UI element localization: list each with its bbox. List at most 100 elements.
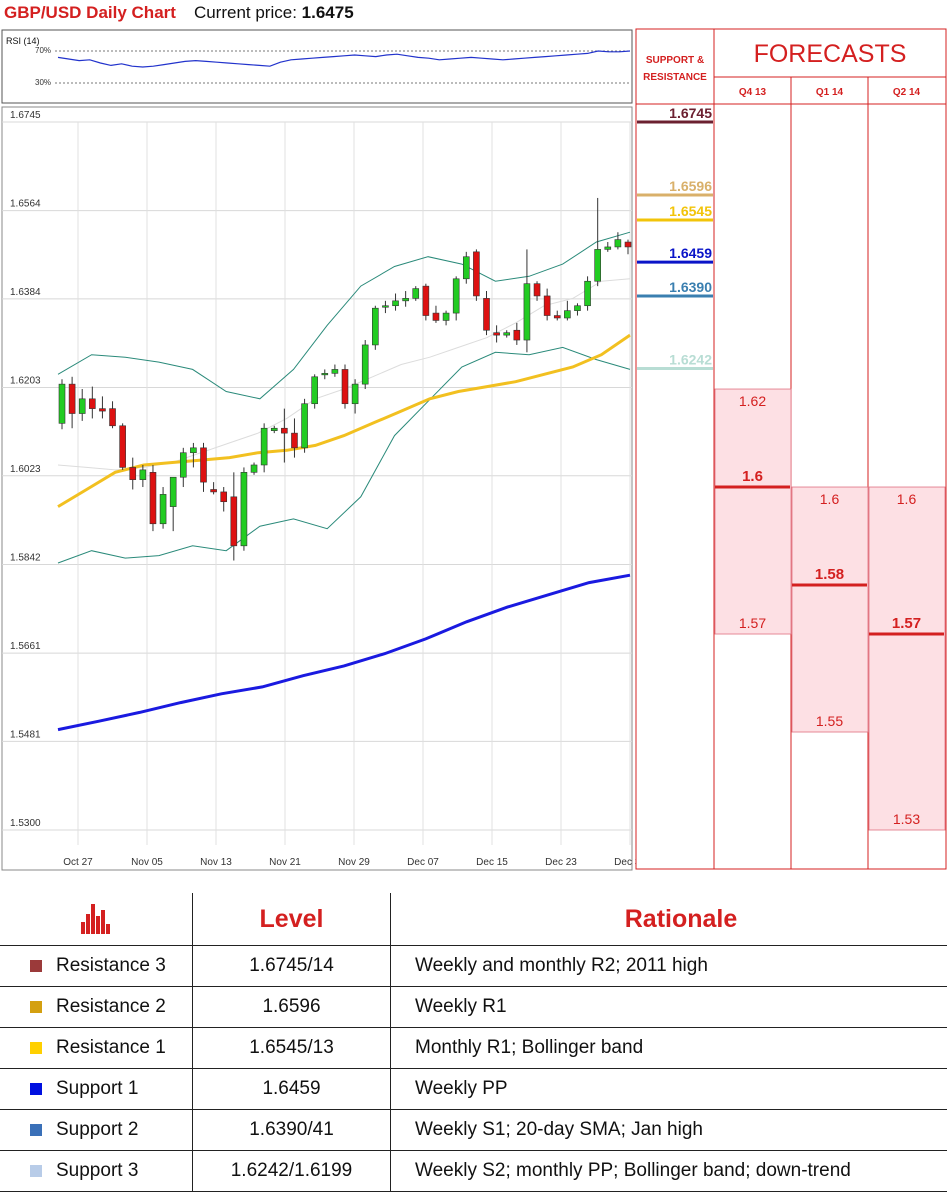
level-name: Resistance 2 xyxy=(56,996,166,1017)
candle xyxy=(341,364,349,409)
candle xyxy=(422,283,430,321)
table-row: Support 1 1.6459 Weekly PP xyxy=(0,1068,947,1110)
candle-body xyxy=(372,307,379,346)
candle xyxy=(311,374,318,409)
sr-level-label: 1.6596 xyxy=(669,178,712,194)
level-rationale: Weekly S1; 20-day SMA; Jan high xyxy=(390,1109,947,1151)
x-tick-label: Nov 13 xyxy=(200,857,232,868)
candle xyxy=(301,398,308,453)
candle xyxy=(109,401,116,429)
candle xyxy=(149,464,157,532)
candle xyxy=(604,242,612,252)
candle xyxy=(382,300,389,314)
forecast-range xyxy=(714,388,792,635)
level-swatch xyxy=(30,1082,42,1095)
support-resistance-panel: SUPPORT & RESISTANCE 1.67451.65961.65451… xyxy=(635,28,715,870)
candle xyxy=(68,376,76,429)
candle-body xyxy=(614,239,622,248)
candle xyxy=(533,281,541,301)
sr-level-label: 1.6745 xyxy=(669,105,712,121)
level-name: Support 2 xyxy=(56,1119,139,1140)
level-swatch xyxy=(30,1123,42,1136)
forecast-high: 1.6 xyxy=(820,491,840,507)
level-value: 1.6745/14 xyxy=(192,945,391,987)
level-value: 1.6459 xyxy=(192,1068,391,1110)
candle-body xyxy=(220,491,228,503)
candle-body xyxy=(473,251,480,297)
header-level: Level xyxy=(192,893,391,946)
candle-body xyxy=(493,332,500,336)
candle-body xyxy=(442,312,450,321)
forecast-quarter: Q2 14 xyxy=(893,87,921,98)
x-axis: Oct 27 Nov 05 Nov 13 Nov 21 Nov 29 Dec 07 Dec … xyxy=(63,857,646,868)
sr-level: 1.6745 xyxy=(637,105,713,124)
sr-level-label: 1.6545 xyxy=(669,203,712,219)
candle-body xyxy=(392,300,399,307)
sma50-line xyxy=(57,333,631,508)
sr-level-label: 1.6459 xyxy=(669,245,712,261)
sr-level: 1.6242 xyxy=(637,351,713,370)
level-value: 1.6242/1.6199 xyxy=(192,1150,391,1192)
candle-body xyxy=(240,472,248,547)
candle xyxy=(402,291,409,307)
candle-body xyxy=(260,427,268,466)
candle xyxy=(452,276,460,321)
candle xyxy=(230,472,238,561)
table-row: Resistance 3 1.6745/14 Weekly and monthly … xyxy=(0,945,947,987)
sr-level: 1.6459 xyxy=(637,245,713,264)
candle-body xyxy=(452,278,460,314)
level-name: Resistance 3 xyxy=(56,955,166,976)
candle-body xyxy=(99,408,106,412)
table-row: Support 3 1.6242/1.6199 Weekly S2; monthly… xyxy=(0,1150,947,1192)
x-tick-label: Dec 31 xyxy=(614,857,646,868)
candle xyxy=(58,379,66,430)
y-tick-label: 1.6384 xyxy=(10,287,41,298)
candle-body xyxy=(179,452,187,478)
chart-title: GBP/USD Daily Chart Current price: 1.6475 xyxy=(4,3,354,23)
sr-level: 1.6390 xyxy=(637,279,713,298)
forecast-mid: 1.57 xyxy=(892,615,921,632)
levels-table: Level Rationale Resistance 3 1.6745/14 Wee… xyxy=(0,893,947,1192)
table-row: Support 2 1.6390/41 Weekly S1; 20-day SMA;… xyxy=(0,1109,947,1151)
candle xyxy=(139,464,147,488)
candle xyxy=(159,487,167,529)
candle-body xyxy=(361,344,369,385)
y-tick-label: 1.5481 xyxy=(10,729,41,740)
candle xyxy=(473,249,480,301)
candle-body xyxy=(503,332,511,336)
candle-body xyxy=(321,373,329,376)
candle-body xyxy=(311,376,318,405)
candle xyxy=(331,364,339,377)
level-name-cell: Support 1 xyxy=(0,1068,193,1110)
candle-body xyxy=(139,469,147,480)
level-value: 1.6596 xyxy=(192,986,391,1028)
forecast-range xyxy=(868,486,946,831)
candle xyxy=(584,276,591,311)
level-name: Support 1 xyxy=(56,1078,139,1099)
forecast-low: 1.53 xyxy=(893,811,920,827)
candle-body xyxy=(351,383,359,405)
candle xyxy=(553,310,561,321)
bollinger-lower-line xyxy=(57,346,631,564)
candle-body xyxy=(483,298,490,331)
candle-body xyxy=(129,467,137,480)
candle xyxy=(291,418,298,458)
candle-body xyxy=(190,447,197,454)
table-header-row: Level Rationale xyxy=(0,893,947,946)
y-tick-label: 1.5300 xyxy=(10,818,41,829)
chart-area: RSI (14) 70% 30% 1.6745 1.6564 1.6384 1.620… xyxy=(1,28,947,871)
candle xyxy=(503,330,511,338)
candle-body xyxy=(553,315,561,319)
bar-chart-icon xyxy=(79,902,113,936)
y-tick-label: 1.5842 xyxy=(10,552,41,563)
x-tick-label: Dec 15 xyxy=(476,857,508,868)
candle xyxy=(372,305,379,350)
candle xyxy=(493,325,500,343)
candle-body xyxy=(89,398,96,409)
level-value: 1.6545/13 xyxy=(192,1027,391,1069)
candle xyxy=(99,396,106,419)
x-tick-label: Nov 21 xyxy=(269,857,301,868)
forecast-high: 1.62 xyxy=(739,393,766,409)
sr-title-1: SUPPORT & xyxy=(646,55,704,66)
y-tick-label: 1.6023 xyxy=(10,464,41,475)
